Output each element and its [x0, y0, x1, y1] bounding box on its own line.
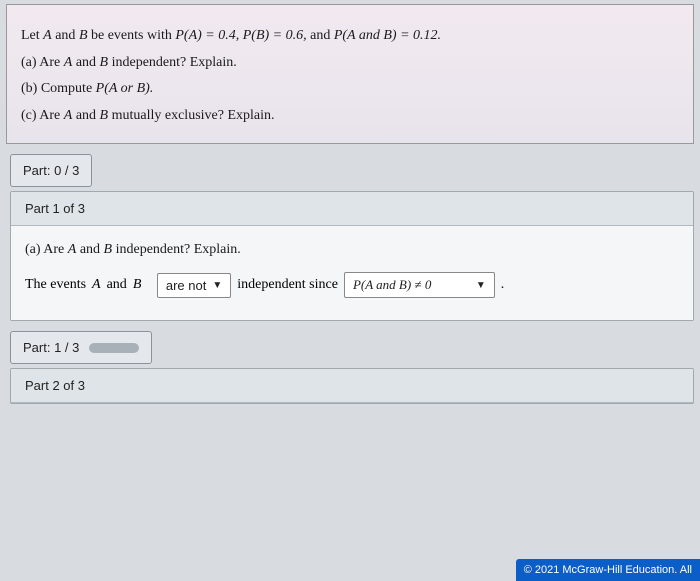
progress-bar [89, 343, 139, 353]
part-1-answer-row: The events A and B are not ▼ independent… [25, 272, 679, 298]
text: (c) Are [21, 108, 64, 123]
text: and [52, 28, 79, 43]
part-2-header[interactable]: Part 2 of 3 [11, 369, 693, 403]
progress-tab-0[interactable]: Part: 0 / 3 [10, 154, 92, 187]
prob-a: P(A) = 0.4, [175, 28, 239, 43]
var-b: B [104, 242, 113, 257]
text: (a) Are [25, 242, 68, 257]
progress-label: Part: 1 / 3 [23, 340, 79, 355]
var-b: B [100, 108, 109, 123]
dropdown-are-not[interactable]: are not ▼ [157, 273, 231, 298]
prob-ab: P(A and B) = 0.12. [334, 28, 441, 43]
text: (a) Are [21, 55, 64, 70]
prob-b: P(B) = 0.6, [239, 28, 306, 43]
part-1-body: (a) Are A and B independent? Explain. Th… [11, 226, 693, 320]
dropdown-value: P(A and B) ≠ 0 [353, 277, 431, 293]
text: and [72, 108, 99, 123]
text: and [76, 242, 103, 257]
text: (b) Compute [21, 81, 96, 96]
var-b: B [133, 277, 142, 293]
question-a: (a) Are A and B independent? Explain. [21, 50, 679, 77]
text: The events [25, 277, 86, 293]
question-prompt: Let A and B be events with P(A) = 0.4, P… [6, 4, 694, 144]
dropdown-reason[interactable]: P(A and B) ≠ 0 ▼ [344, 272, 495, 298]
question-c: (c) Are A and B mutually exclusive? Expl… [21, 103, 679, 130]
question-intro: Let A and B be events with P(A) = 0.4, P… [21, 23, 679, 50]
question-b: (b) Compute P(A or B). [21, 76, 679, 103]
part-1-panel: Part 1 of 3 (a) Are A and B independent?… [10, 191, 694, 321]
chevron-down-icon: ▼ [476, 280, 486, 291]
prob-expr: P(A or B). [96, 81, 154, 96]
var-a: A [92, 277, 101, 293]
text: Let [21, 28, 43, 43]
dropdown-value: are not [166, 278, 206, 293]
period: . [501, 277, 505, 293]
text: and [107, 277, 127, 293]
text: and [72, 55, 99, 70]
chevron-down-icon: ▼ [212, 280, 222, 291]
text: be events with [88, 28, 176, 43]
part-2-panel: Part 2 of 3 [10, 368, 694, 404]
copyright-footer: © 2021 McGraw-Hill Education. All [516, 559, 700, 581]
text: independent since [237, 277, 338, 293]
part-1-question: (a) Are A and B independent? Explain. [25, 242, 679, 258]
text: independent? Explain. [112, 242, 241, 257]
text: independent? Explain. [108, 55, 237, 70]
progress-label: Part: 0 / 3 [23, 163, 79, 178]
progress-tab-1[interactable]: Part: 1 / 3 [10, 331, 152, 364]
part-1-header[interactable]: Part 1 of 3 [11, 192, 693, 226]
text: and [307, 28, 334, 43]
text: mutually exclusive? Explain. [108, 108, 274, 123]
var-b: B [79, 28, 88, 43]
var-b: B [100, 55, 109, 70]
var-a: A [43, 28, 52, 43]
